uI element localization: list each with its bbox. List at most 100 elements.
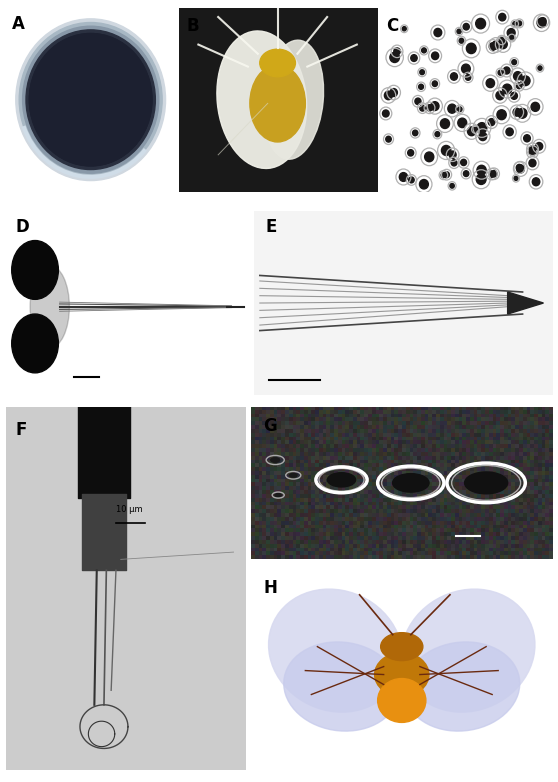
Circle shape <box>491 170 497 177</box>
Circle shape <box>492 41 500 49</box>
Circle shape <box>532 178 540 186</box>
Circle shape <box>465 74 471 81</box>
Circle shape <box>468 127 476 136</box>
Circle shape <box>394 48 400 55</box>
Circle shape <box>418 84 424 89</box>
Circle shape <box>513 108 521 117</box>
Text: D: D <box>16 218 29 236</box>
Circle shape <box>290 473 297 477</box>
Circle shape <box>463 23 469 30</box>
Circle shape <box>381 633 423 661</box>
Circle shape <box>517 165 525 173</box>
Circle shape <box>513 22 517 26</box>
Circle shape <box>473 127 477 131</box>
Circle shape <box>390 52 400 63</box>
Ellipse shape <box>405 642 519 731</box>
Circle shape <box>448 104 456 113</box>
Circle shape <box>408 149 413 156</box>
Circle shape <box>503 84 512 94</box>
Circle shape <box>510 36 514 40</box>
Circle shape <box>459 38 464 43</box>
Circle shape <box>476 174 486 185</box>
Circle shape <box>538 66 542 70</box>
Circle shape <box>22 26 159 174</box>
Circle shape <box>412 130 418 136</box>
Circle shape <box>400 173 407 181</box>
Circle shape <box>517 21 522 26</box>
Text: 10 μm: 10 μm <box>116 505 143 514</box>
Text: G: G <box>263 418 277 436</box>
Circle shape <box>271 457 280 462</box>
Circle shape <box>457 29 461 34</box>
Circle shape <box>529 145 536 152</box>
Circle shape <box>536 142 543 150</box>
Circle shape <box>516 83 522 88</box>
Ellipse shape <box>284 642 399 731</box>
Circle shape <box>511 92 517 99</box>
Circle shape <box>30 34 152 166</box>
Circle shape <box>521 76 530 85</box>
Text: B: B <box>186 17 199 35</box>
Circle shape <box>441 145 451 156</box>
Circle shape <box>440 119 450 128</box>
Circle shape <box>513 72 522 81</box>
Circle shape <box>488 119 495 126</box>
Circle shape <box>384 91 392 100</box>
Circle shape <box>420 180 429 189</box>
Circle shape <box>431 102 439 110</box>
Circle shape <box>26 30 155 170</box>
Ellipse shape <box>263 40 324 160</box>
Circle shape <box>540 18 546 24</box>
Circle shape <box>496 91 504 100</box>
Circle shape <box>450 73 458 81</box>
Circle shape <box>431 52 439 59</box>
Circle shape <box>449 151 456 159</box>
Circle shape <box>422 48 426 53</box>
Circle shape <box>537 18 546 27</box>
Circle shape <box>451 160 457 166</box>
Text: H: H <box>263 579 277 597</box>
Circle shape <box>523 135 530 142</box>
Circle shape <box>466 43 476 54</box>
Circle shape <box>441 173 446 178</box>
Circle shape <box>415 98 421 105</box>
Circle shape <box>382 110 389 117</box>
Circle shape <box>425 152 434 162</box>
Text: C: C <box>386 17 398 35</box>
Ellipse shape <box>12 314 59 373</box>
Circle shape <box>390 88 397 96</box>
Circle shape <box>16 19 166 181</box>
Circle shape <box>434 28 442 37</box>
Circle shape <box>458 118 466 127</box>
Circle shape <box>402 27 406 30</box>
Circle shape <box>450 184 454 188</box>
Circle shape <box>432 81 437 87</box>
Ellipse shape <box>401 589 535 712</box>
Circle shape <box>506 128 513 136</box>
Circle shape <box>512 59 517 65</box>
Circle shape <box>461 64 470 74</box>
Text: F: F <box>15 421 27 439</box>
Circle shape <box>529 149 536 156</box>
Circle shape <box>477 123 487 133</box>
Circle shape <box>489 171 495 178</box>
Circle shape <box>514 176 518 181</box>
Circle shape <box>435 131 440 137</box>
Circle shape <box>426 105 432 111</box>
Ellipse shape <box>378 679 426 723</box>
Circle shape <box>518 109 527 118</box>
Circle shape <box>386 136 391 142</box>
Text: E: E <box>266 218 277 236</box>
Circle shape <box>463 170 469 177</box>
Circle shape <box>486 79 494 88</box>
Circle shape <box>19 23 162 177</box>
Circle shape <box>497 109 506 120</box>
Circle shape <box>489 43 496 50</box>
Circle shape <box>328 472 355 487</box>
Circle shape <box>30 34 152 166</box>
Text: A: A <box>12 15 25 33</box>
Ellipse shape <box>217 31 307 168</box>
Ellipse shape <box>374 653 429 697</box>
Circle shape <box>461 160 466 166</box>
Circle shape <box>499 40 507 48</box>
